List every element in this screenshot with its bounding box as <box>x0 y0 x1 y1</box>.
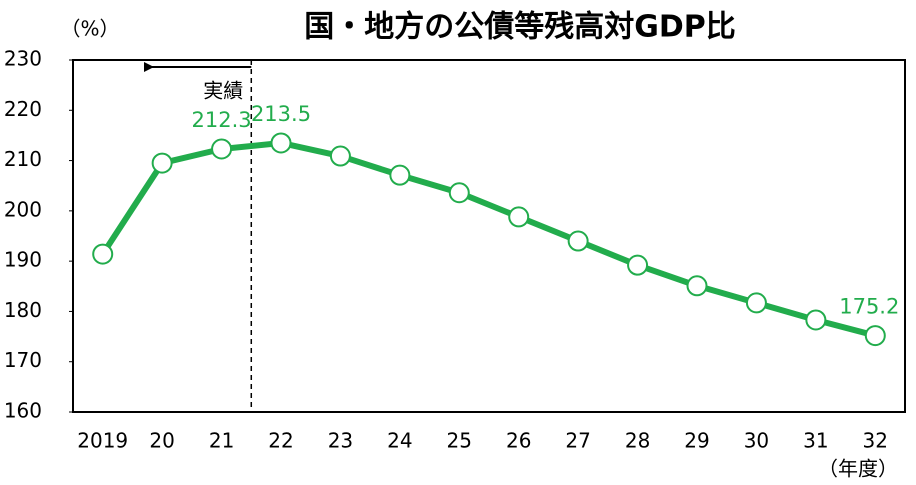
marker <box>686 275 708 297</box>
x-tick-label: 23 <box>328 429 353 453</box>
x-axis-label: （年度） <box>818 457 898 481</box>
x-tick-label: 26 <box>506 429 531 453</box>
marker <box>745 292 767 314</box>
plot-frame <box>72 59 906 413</box>
x-tick-label: 25 <box>447 429 472 453</box>
marker <box>508 206 530 228</box>
y-tick-label: 160 <box>4 399 42 423</box>
marker <box>92 243 114 265</box>
marker <box>805 309 827 331</box>
x-tick-label: 29 <box>684 429 709 453</box>
chart-title: 国・地方の公債等残高対GDP比 <box>304 10 736 45</box>
value-label: 175.2 <box>839 295 899 319</box>
y-tick-label: 170 <box>4 348 42 372</box>
y-tick-label: 190 <box>4 248 42 272</box>
x-tick-label: 21 <box>209 429 234 453</box>
marker <box>448 182 470 204</box>
value-label: 213.5 <box>251 102 311 126</box>
marker <box>627 254 649 276</box>
marker <box>151 152 173 174</box>
y-tick-label: 230 <box>4 47 42 71</box>
x-tick-label: 24 <box>387 429 412 453</box>
marker <box>329 145 351 167</box>
x-tick-label: 28 <box>625 429 650 453</box>
x-tick-label: 20 <box>149 429 174 453</box>
x-tick-label: 32 <box>863 429 888 453</box>
y-axis-label: （%） <box>60 17 119 41</box>
x-tick-label: 22 <box>268 429 293 453</box>
marker <box>864 325 886 347</box>
y-tick-label: 180 <box>4 298 42 322</box>
annotation: 実績 <box>203 79 243 103</box>
x-tick-label: 31 <box>803 429 828 453</box>
marker <box>270 132 292 154</box>
y-tick-label: 200 <box>4 197 42 221</box>
marker <box>567 230 589 252</box>
marker <box>389 164 411 186</box>
value-label: 212.3 <box>192 108 252 132</box>
marker <box>211 138 233 160</box>
y-tick-label: 220 <box>4 97 42 121</box>
x-tick-label: 27 <box>565 429 590 453</box>
x-tick-label: 30 <box>744 429 769 453</box>
y-tick-label: 210 <box>4 147 42 171</box>
x-tick-label: 2019 <box>77 429 128 453</box>
